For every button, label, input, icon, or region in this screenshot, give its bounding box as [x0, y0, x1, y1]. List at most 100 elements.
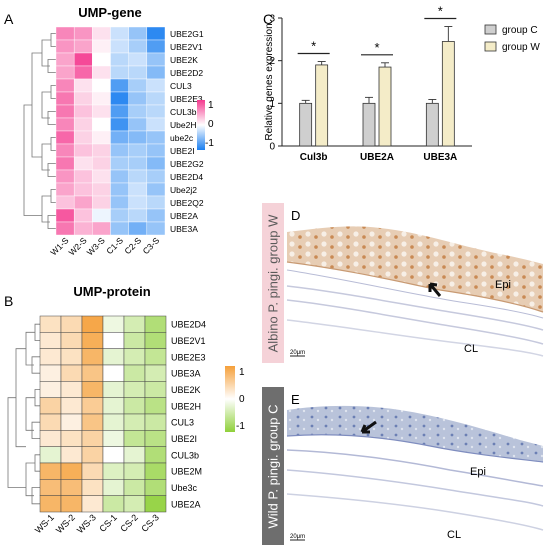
heatmap-cell [92, 195, 111, 210]
heatmap-cell [144, 430, 167, 447]
heatmap-cell [60, 332, 83, 349]
heatmap-cell [81, 364, 104, 382]
heatmap-col-label: WS-3 [75, 512, 98, 535]
heatmap-cell [60, 364, 83, 382]
heatmap-row-label: UBE2D4 [171, 320, 206, 330]
heatmap-cell [73, 195, 93, 210]
heatmap-row-label: CUL3b [170, 107, 197, 117]
heatmap-cell [123, 479, 146, 496]
panel-d-cl-label: CL [464, 343, 478, 355]
heatmap-row-label: UBE2I [171, 434, 197, 444]
heatmap-cell [110, 39, 129, 54]
heatmap-cell [146, 143, 166, 158]
heatmap-cell [102, 348, 125, 366]
x-category-label: UBE2A [360, 152, 394, 163]
panel-e-side-label: Wild P. pingi. group C [262, 387, 284, 545]
heatmap-col-label: CS-1 [97, 512, 119, 534]
heatmap-row-label: UBE2D4 [170, 172, 203, 182]
heatmap-cell [81, 413, 104, 431]
heatmap-cell [128, 26, 148, 41]
panel-a-legend-tick: 1 [208, 100, 214, 111]
x-category-label: UBE3A [423, 152, 457, 163]
heatmap-cell [146, 39, 166, 54]
heatmap-cell [110, 143, 129, 158]
heatmap-cell [55, 91, 75, 106]
heatmap-cell [73, 26, 93, 41]
heatmap-cell [110, 156, 129, 171]
heatmap-cell [146, 91, 166, 106]
panel-e-cl-label: CL [447, 529, 461, 541]
heatmap-cell [55, 104, 75, 119]
heatmap-cell [55, 117, 75, 132]
heatmap-row-label: UBE2K [170, 55, 198, 65]
heatmap-row-label: Ube3c [171, 483, 198, 493]
heatmap-cell [102, 364, 125, 382]
heatmap-cell [55, 143, 75, 158]
legend-label-group-w: group W [502, 42, 540, 53]
panel-d-letter: D [291, 208, 300, 223]
heatmap-cell [146, 169, 166, 184]
heatmap-cell [128, 156, 148, 171]
heatmap-row-label: UBE2H [171, 401, 201, 411]
heatmap-cell [60, 413, 83, 431]
heatmap-col-label: WS-2 [54, 512, 77, 535]
heatmap-cell [39, 364, 62, 382]
heatmap-cell [92, 221, 111, 236]
heatmap-cell [39, 397, 62, 415]
panel-c-bar-chart: 0 1 2 3 * Cul3b * UBE2A * UBE3A [269, 4, 472, 163]
panel-d-side-text: Albino P. pingi. group W [265, 214, 281, 352]
heatmap-cell [123, 348, 146, 366]
heatmap-cell [128, 52, 148, 67]
panel-b-row-labels: UBE2D4 UBE2V1 UBE2E3 UBE3A UBE2K UBE2H CUL3 UBE… [171, 320, 206, 510]
heatmap-cell [55, 130, 75, 145]
heatmap-cell [92, 26, 111, 41]
heatmap-cell [81, 397, 104, 415]
bar [425, 102, 439, 147]
heatmap-cell [92, 143, 111, 158]
heatmap-cell [73, 52, 93, 67]
heatmap-cell [146, 208, 166, 223]
heatmap-cell [110, 52, 129, 67]
heatmap-row-label: UBE3A [171, 369, 201, 379]
heatmap-cell [146, 130, 166, 145]
heatmap-row-label: CUL3 [171, 418, 194, 428]
heatmap-cell [102, 479, 125, 496]
heatmap-cell [92, 182, 111, 197]
significance-star: * [374, 40, 379, 55]
heatmap-row-label: UBE2D2 [170, 68, 203, 78]
heatmap-cell [102, 462, 125, 480]
heatmap-cell [60, 381, 83, 398]
panel-b-colorbar [225, 366, 235, 432]
heatmap-col-label: C1-S [104, 235, 125, 256]
heatmap-cell [128, 91, 148, 106]
panel-b-dendrogram [7, 323, 40, 505]
panel-a-col-labels: W1-SW2-SW3-SC1-SC2-SC3-S [48, 235, 161, 257]
heatmap-cell [92, 156, 111, 171]
heatmap-cell [92, 169, 111, 184]
heatmap-cell [39, 332, 62, 349]
heatmap-cell [81, 332, 104, 349]
heatmap-cell [39, 430, 62, 447]
heatmap-cell [110, 104, 129, 119]
panel-a-legend-tick: -1 [205, 138, 214, 149]
heatmap-col-label: C3-S [141, 235, 162, 256]
panel-c-legend: group C group W [484, 24, 540, 53]
heatmap-col-label: W3-S [85, 235, 107, 257]
heatmap-cell [55, 208, 75, 223]
heatmap-col-label: WS-1 [33, 512, 56, 535]
heatmap-cell [102, 332, 125, 349]
heatmap-cell [73, 221, 93, 236]
heatmap-cell [55, 65, 75, 80]
heatmap-cell [73, 117, 93, 132]
heatmap-cell [55, 39, 75, 54]
heatmap-row-label: Ube2j2 [170, 185, 197, 195]
panel-e-side-text: Wild P. pingi. group C [265, 403, 281, 529]
heatmap-cell [102, 315, 125, 333]
bar [362, 102, 376, 147]
heatmap-row-label: UBE2I [170, 146, 195, 156]
heatmap-cell [73, 143, 93, 158]
heatmap-cell [39, 462, 62, 480]
dendrogram-branch [7, 323, 40, 505]
heatmap-cell [144, 413, 167, 431]
heatmap-cell [128, 117, 148, 132]
